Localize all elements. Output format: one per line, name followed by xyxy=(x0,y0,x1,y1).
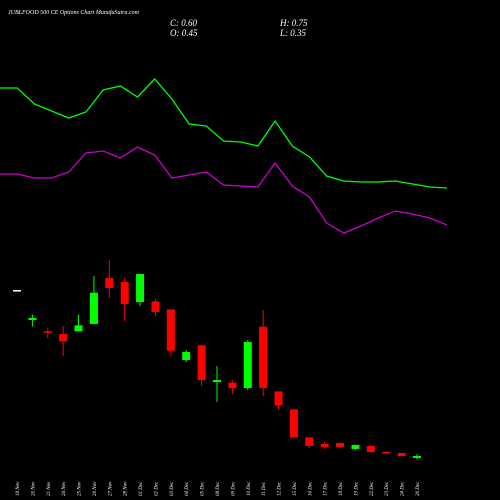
candle-body xyxy=(74,325,83,332)
x-tick-label: 19 Dec xyxy=(354,481,359,496)
candle-body xyxy=(105,278,114,289)
candle-body xyxy=(136,274,145,303)
x-tick-label: 18 Nov xyxy=(16,481,21,496)
candle-body xyxy=(336,442,345,447)
x-tick-label: 09 Dec xyxy=(231,481,236,496)
candle-body xyxy=(151,301,160,313)
candle-body xyxy=(166,309,175,351)
candle-body xyxy=(197,345,206,381)
x-tick-label: 20 Nov xyxy=(31,481,36,496)
x-tick-label: 27 Nov xyxy=(108,481,113,496)
candle-body xyxy=(182,352,191,361)
x-tick-label: 24 Nov xyxy=(62,481,67,496)
x-tick-label: 08 Dec xyxy=(216,481,221,496)
x-tick-label: 03 Dec xyxy=(170,481,175,496)
candle-body xyxy=(289,409,298,438)
indicator-line xyxy=(0,78,448,189)
candle-body xyxy=(213,380,221,383)
stat-open: O: 0.45 xyxy=(170,28,198,38)
x-tick-label: 18 Dec xyxy=(339,481,344,496)
stat-low: L: 0.35 xyxy=(279,28,307,38)
candle-body xyxy=(382,452,391,454)
candle-body xyxy=(89,292,98,325)
x-tick-label: 15 Dec xyxy=(293,481,298,496)
x-tick-label: 10 Dec xyxy=(247,481,252,496)
candle-body xyxy=(228,382,237,389)
candle-body xyxy=(120,282,129,305)
x-tick-label: 21 Nov xyxy=(47,481,52,496)
candle-body xyxy=(274,391,283,406)
x-tick-label: 16 Dec xyxy=(308,481,313,496)
candle-body xyxy=(243,342,252,389)
candle-body xyxy=(43,331,52,333)
x-tick-label: 28 Nov xyxy=(124,481,129,496)
candle-body xyxy=(320,444,329,447)
candle-body xyxy=(59,334,68,342)
x-tick-label: 12 Dec xyxy=(278,481,283,496)
chart-title: JUBLFOOD 500 CE Options Chart MunafaSutr… xyxy=(8,9,140,16)
x-tick-label: 02 Dec xyxy=(154,481,159,496)
x-tick-label: 22 Dec xyxy=(370,481,375,496)
x-tick-label: 11 Dec xyxy=(262,481,267,496)
stat-high: H: 0.75 xyxy=(279,18,308,28)
x-tick-label: 24 Dec xyxy=(401,481,406,496)
candle-body xyxy=(305,437,314,447)
stat-close: C: 0.60 xyxy=(170,18,198,28)
candle-body xyxy=(413,456,421,459)
x-tick-label: 04 Dec xyxy=(185,481,190,496)
x-tick-label: 26 Dec xyxy=(416,481,421,496)
candle-body xyxy=(397,452,406,457)
x-tick-label: 26 Nov xyxy=(93,481,98,496)
x-tick-label: 05 Dec xyxy=(201,481,206,496)
x-tick-label: 23 Dec xyxy=(385,481,390,496)
x-tick-label: 17 Dec xyxy=(324,481,329,496)
candle-body xyxy=(351,444,360,449)
candle-body xyxy=(28,318,37,321)
indicator-line xyxy=(0,146,448,234)
x-tick-label: 25 Nov xyxy=(78,481,83,496)
candle-body xyxy=(259,326,268,389)
x-tick-label: 01 Dec xyxy=(139,481,144,496)
candle-body xyxy=(13,290,21,292)
candle-body xyxy=(366,446,375,453)
